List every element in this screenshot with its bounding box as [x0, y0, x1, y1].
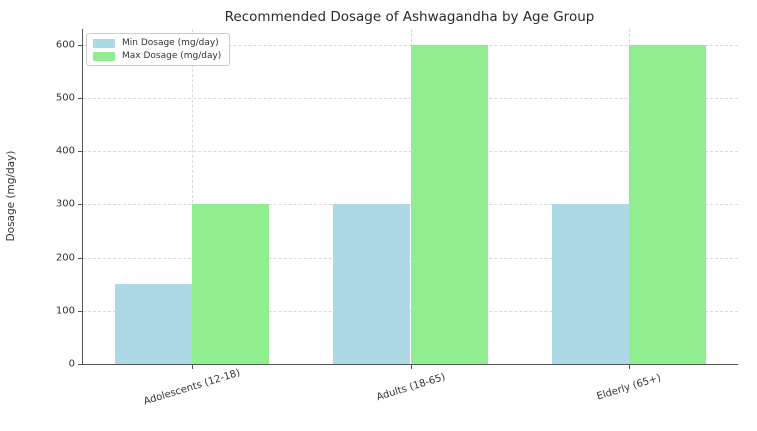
legend-label-max: Max Dosage (mg/day) [122, 51, 222, 61]
x-tick-mark [192, 365, 194, 369]
legend: Min Dosage (mg/day) Max Dosage (mg/day) [86, 33, 231, 66]
gridline-x [192, 29, 194, 364]
y-tick-label: 500 [55, 92, 75, 104]
x-tick-label: Elderly (65+) [595, 372, 663, 403]
y-tick-mark [78, 204, 82, 206]
y-tick-mark [78, 44, 82, 46]
max-dosage-swatch [93, 51, 115, 61]
bar-max-2 [628, 44, 706, 364]
y-tick-mark [78, 310, 82, 312]
bar-max-1 [410, 44, 488, 364]
x-tick-mark [410, 365, 412, 369]
y-tick-label: 200 [55, 252, 75, 264]
y-tick-label: 400 [55, 145, 75, 157]
x-tick-label: Adults (18-65) [374, 371, 447, 404]
bar-min-1 [333, 204, 411, 364]
x-tick-label: Adolescents (12-18) [142, 367, 242, 408]
y-tick-label: 100 [55, 305, 75, 317]
legend-label-min: Min Dosage (mg/day) [122, 38, 219, 48]
chart-title: Recommended Dosage of Ashwagandha by Age… [224, 9, 595, 25]
bar-max-0 [192, 204, 270, 364]
legend-item-max: Max Dosage (mg/day) [93, 51, 221, 61]
bar-min-0 [115, 284, 193, 364]
y-tick-label: 0 [68, 358, 75, 370]
legend-item-min: Min Dosage (mg/day) [93, 38, 221, 48]
x-tick-mark [628, 365, 630, 369]
y-tick-mark [78, 98, 82, 100]
y-tick-mark [78, 364, 82, 365]
y-tick-label: 600 [55, 39, 75, 51]
y-tick-mark [78, 151, 82, 153]
bar-min-2 [551, 204, 629, 364]
y-axis-label: Dosage (mg/day) [5, 150, 17, 242]
y-tick-label: 300 [55, 198, 75, 210]
min-dosage-swatch [93, 38, 115, 48]
y-tick-mark [78, 257, 82, 259]
plot-area: 0 100 200 300 400 500 600 Adolescents (12-18) A… [56, 29, 738, 407]
